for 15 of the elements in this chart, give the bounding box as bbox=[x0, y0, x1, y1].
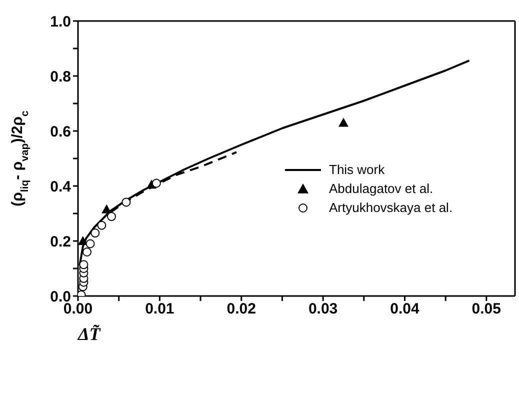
y-tick-label: 0.6 bbox=[50, 123, 71, 140]
y-tick-label: 1.0 bbox=[50, 13, 71, 30]
y-tick-label: 0.2 bbox=[50, 233, 71, 250]
y-tick-label: 0.8 bbox=[50, 68, 71, 86]
x-tick-label: 0.00 bbox=[63, 300, 93, 318]
x-tick-label: 0.04 bbox=[390, 300, 420, 318]
legend-label: Abdulagatov et al. bbox=[329, 181, 434, 196]
x-tick-label: 0.02 bbox=[226, 300, 256, 318]
y-tick-label: 0.4 bbox=[50, 178, 72, 196]
x-axis-title: ΔT̃ bbox=[77, 324, 102, 344]
legend-label: This work bbox=[329, 162, 385, 177]
x-tick-label: 0.01 bbox=[145, 300, 174, 318]
x-tick-label: 0.05 bbox=[472, 300, 502, 318]
x-tick-label: 0.03 bbox=[308, 300, 338, 318]
legend-label: Artyukhovskaya et al. bbox=[329, 200, 453, 215]
